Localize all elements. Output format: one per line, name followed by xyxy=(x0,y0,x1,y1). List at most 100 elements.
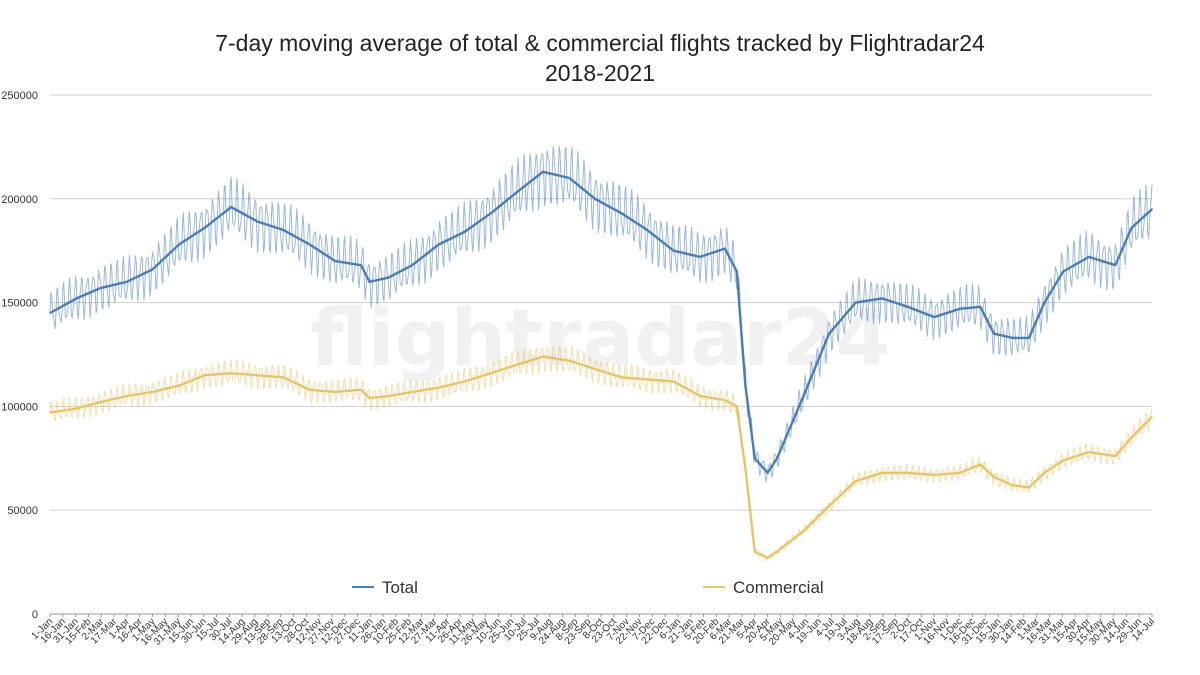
data-point-total xyxy=(126,281,128,283)
data-point-commercial xyxy=(979,463,982,466)
data-point-total xyxy=(463,231,466,233)
data-point-commercial xyxy=(1130,436,1133,439)
data-point-total xyxy=(1012,337,1014,339)
legend: Total Commercial xyxy=(352,578,824,597)
data-point-total xyxy=(368,281,371,283)
data-point-total xyxy=(881,297,883,300)
data-point-commercial xyxy=(1114,455,1117,458)
data-point-total xyxy=(906,306,909,308)
data-point-total xyxy=(1130,227,1133,229)
data-point-commercial xyxy=(776,550,778,553)
data-point-total xyxy=(568,177,571,179)
data-point-commercial xyxy=(387,395,390,397)
data-point-total xyxy=(959,308,961,310)
data-point-commercial xyxy=(490,372,492,375)
data-point-commercial xyxy=(75,407,78,410)
data-point-commercial xyxy=(766,557,769,559)
data-point-total xyxy=(230,206,232,208)
data-point-commercial xyxy=(178,384,180,387)
data-point-commercial xyxy=(256,374,259,377)
y-axis: 0 50000 100000 150000 200000 250000 xyxy=(1,90,38,621)
data-point-total xyxy=(736,270,738,273)
data-point-total xyxy=(802,395,805,397)
legend-label-commercial: Commercial xyxy=(733,578,824,597)
data-point-total xyxy=(754,457,756,460)
data-point-total xyxy=(75,297,78,300)
data-point-commercial xyxy=(360,389,362,391)
data-point-total xyxy=(979,306,982,308)
chart-title-block: 7-day moving average of total & commerci… xyxy=(0,28,1200,88)
data-point-commercial xyxy=(906,472,909,474)
data-point-commercial xyxy=(993,476,995,478)
series-line-commercial xyxy=(49,355,1153,560)
data-point-total xyxy=(620,212,623,215)
data-point-commercial xyxy=(1028,486,1030,489)
data-point-commercial xyxy=(1151,416,1153,418)
data-point-total xyxy=(151,268,154,271)
data-point-commercial xyxy=(854,480,857,482)
data-point-commercial xyxy=(724,399,726,402)
data-point-commercial xyxy=(646,378,648,381)
data-point-commercial xyxy=(1043,472,1046,474)
data-point-commercial xyxy=(1012,484,1014,487)
y-tick-label: 50000 xyxy=(7,505,38,517)
data-point-total xyxy=(699,256,701,258)
data-point-total xyxy=(99,287,102,289)
data-point-commercial xyxy=(672,380,675,383)
data-point-total xyxy=(308,243,311,246)
data-point-total xyxy=(854,301,857,304)
data-point-commercial xyxy=(49,411,51,414)
gridlines xyxy=(50,94,1152,615)
data-point-commercial xyxy=(203,374,206,377)
data-point-total xyxy=(744,384,747,387)
data-point-commercial xyxy=(437,386,440,389)
series-daily-line-commercial xyxy=(49,345,1153,562)
chart-title: 7-day moving average of total & commerci… xyxy=(215,30,985,56)
data-point-commercial xyxy=(754,550,756,553)
data-point-commercial xyxy=(151,391,154,393)
y-tick-label: 250000 xyxy=(1,90,38,102)
data-point-total xyxy=(594,198,596,200)
data-point-total xyxy=(1062,270,1064,273)
data-point-total xyxy=(490,212,492,215)
data-point-total xyxy=(1088,256,1090,258)
y-tick-label: 100000 xyxy=(1,401,38,413)
data-point-total xyxy=(282,229,285,231)
data-point-commercial xyxy=(620,376,623,379)
data-point-commercial xyxy=(230,372,232,375)
data-point-total xyxy=(542,171,544,173)
data-point-commercial xyxy=(126,395,128,397)
data-point-total xyxy=(1114,264,1117,267)
data-point-total xyxy=(515,191,518,194)
data-point-total xyxy=(1043,301,1046,304)
data-point-commercial xyxy=(463,380,466,383)
data-point-total xyxy=(828,332,830,335)
data-point-total xyxy=(766,472,769,474)
data-point-commercial xyxy=(334,391,337,393)
x-axis: 1-Jan16-Jan31-Jan15-Feb2-Mar17-Mar1-Apr1… xyxy=(30,614,1157,648)
data-point-total xyxy=(437,243,440,246)
data-point-total xyxy=(1028,337,1030,339)
data-point-commercial xyxy=(744,467,747,470)
data-point-total xyxy=(672,249,675,252)
data-point-total xyxy=(203,227,206,229)
data-point-commercial xyxy=(368,397,371,399)
data-point-total xyxy=(411,264,414,267)
data-point-commercial xyxy=(411,391,414,393)
data-point-total xyxy=(933,316,935,318)
data-point-total xyxy=(387,276,390,279)
data-point-commercial xyxy=(568,359,571,362)
data-point-commercial xyxy=(881,472,883,474)
data-point-total xyxy=(256,220,259,223)
data-point-commercial xyxy=(308,389,311,391)
chart-subtitle: 2018-2021 xyxy=(545,60,655,86)
data-point-total xyxy=(360,264,362,267)
data-point-commercial xyxy=(1062,459,1064,462)
y-tick-label: 0 xyxy=(32,609,38,621)
y-tick-label: 150000 xyxy=(1,298,38,310)
series-line-total xyxy=(49,170,1153,474)
data-point-total xyxy=(776,457,778,460)
data-point-commercial xyxy=(282,376,285,379)
data-point-commercial xyxy=(828,505,830,507)
